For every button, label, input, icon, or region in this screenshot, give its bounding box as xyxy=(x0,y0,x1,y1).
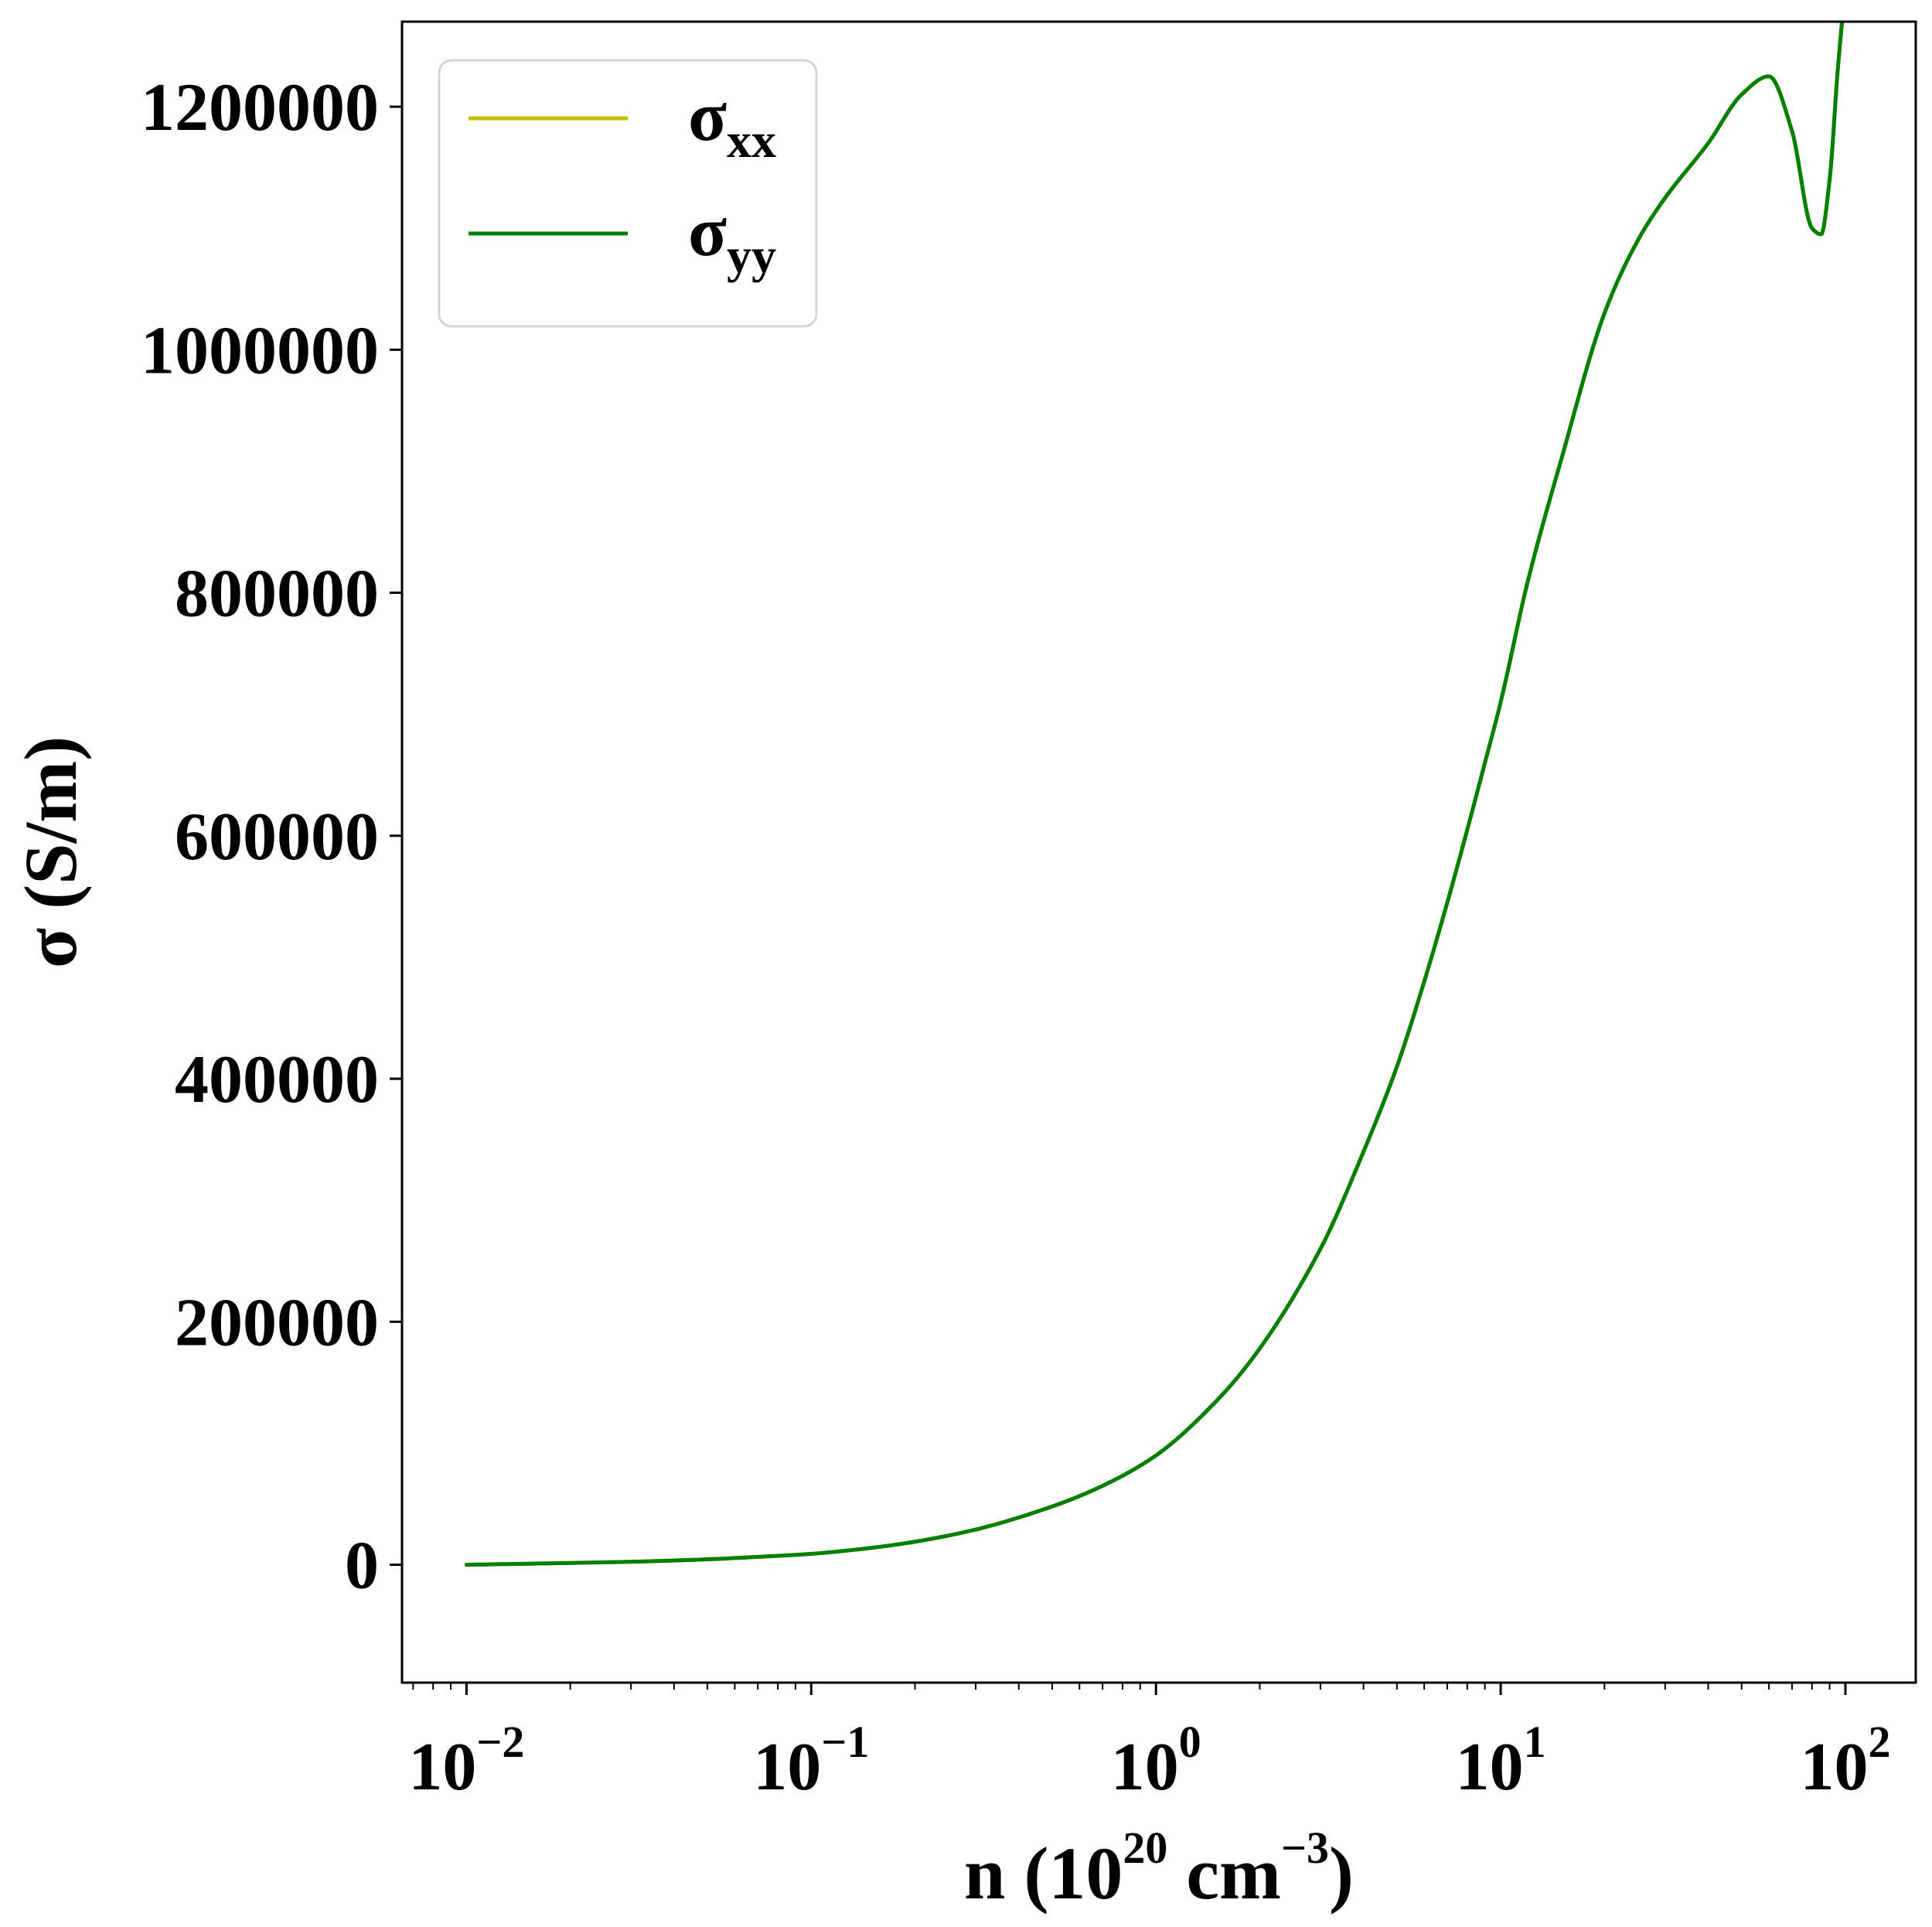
y-tick-label: 0 xyxy=(345,1529,379,1604)
y-axis: 0 200000 400000 600000 800000 1000000 1200000 xyxy=(141,70,402,1604)
y-tick-label: 800000 xyxy=(175,557,379,632)
x-axis-title: n (1020 cm−3) xyxy=(964,1823,1354,1915)
series-layer xyxy=(464,22,1845,1567)
x-tick-label: 102 xyxy=(1800,1717,1890,1805)
legend: σxx σyy xyxy=(438,59,818,328)
x-tick-label: 101 xyxy=(1456,1717,1546,1805)
x-tick-label: 10−2 xyxy=(408,1717,524,1805)
legend-box xyxy=(438,59,818,328)
legend-label: σyy xyxy=(688,192,776,283)
y-tick-label: 600000 xyxy=(175,800,379,875)
x-tick-label: 100 xyxy=(1111,1717,1201,1805)
y-axis-title: σ (S/m) xyxy=(9,736,92,968)
y-tick-label: 400000 xyxy=(175,1042,379,1117)
legend-label: σxx xyxy=(688,77,776,168)
y-tick-label: 1000000 xyxy=(141,313,379,388)
x-tick-label: 10−1 xyxy=(753,1717,869,1805)
y-tick-label: 200000 xyxy=(175,1285,379,1360)
y-tick-label: 1200000 xyxy=(141,70,379,145)
x-axis: 10−2 10−1 100 101 102 xyxy=(408,1683,1890,1805)
plot-frame xyxy=(400,20,1917,1684)
series-line-2 xyxy=(464,22,1845,1567)
